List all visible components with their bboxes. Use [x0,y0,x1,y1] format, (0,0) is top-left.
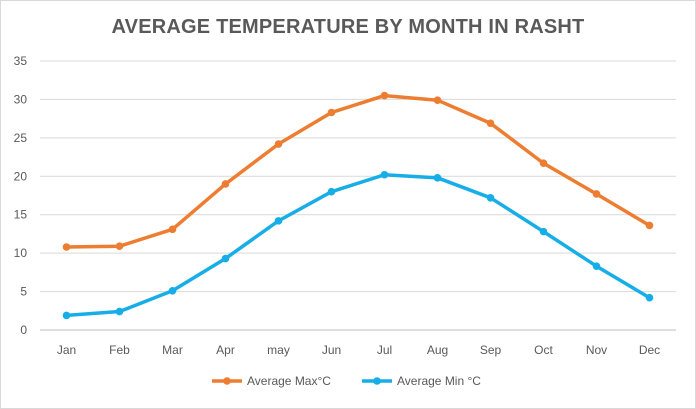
x-tick-label: Feb [109,343,130,357]
data-point [62,311,71,320]
series-line [64,172,652,318]
x-axis-ticks: Jan Feb Mar Apr may Jun Jul Aug Sep Oct Nov Dec [57,343,660,357]
series-lines [62,91,654,320]
data-point [327,108,336,117]
legend-marker [373,377,381,385]
data-point [115,307,124,316]
data-point [62,243,71,251]
x-tick-label: Dec [639,343,660,357]
x-tick-label: Oct [534,343,553,357]
series-line [64,93,652,249]
data-point [592,190,601,198]
data-point [539,227,548,236]
data-point [115,242,124,251]
y-tick-label: 5 [20,285,27,299]
data-point [168,225,177,234]
x-tick-label: Sep [480,343,502,357]
data-point [486,194,495,202]
x-tick-label: Nov [586,343,607,357]
data-point [433,174,442,182]
chart-title: AVERAGE TEMPERATURE BY MONTH IN RASHT [111,16,585,38]
data-point [380,170,389,179]
legend-label: Average Max°C [247,374,331,388]
data-point [592,262,601,271]
data-point [645,293,654,302]
x-tick-label: Jul [377,343,392,357]
data-point [327,187,336,196]
y-axis-ticks: 0 5 10 15 20 25 30 35 [14,54,28,337]
legend-marker [223,377,231,385]
x-tick-label: Mar [162,343,183,357]
data-point [645,221,654,230]
y-tick-label: 15 [14,208,28,222]
y-tick-label: 35 [14,54,28,68]
data-point [221,254,230,263]
y-tick-label: 20 [14,169,28,183]
y-tick-label: 25 [14,131,28,145]
gridlines [40,60,676,331]
x-tick-label: Apr [216,343,235,357]
x-tick-label: Jan [57,343,76,357]
x-tick-label: may [267,343,290,357]
data-point [433,96,442,104]
data-point [168,287,177,295]
y-tick-label: 30 [14,92,28,106]
legend-label: Average Min °C [397,374,481,388]
legend: Average Max°C Average Min °C [212,374,481,388]
data-point [486,119,495,128]
x-tick-label: Jun [322,343,341,357]
data-point [274,140,283,148]
data-point [539,159,548,168]
y-tick-label: 0 [20,323,27,337]
y-tick-label: 10 [14,246,28,260]
data-point [380,91,389,100]
x-tick-label: Aug [427,343,448,357]
data-point [274,217,283,225]
data-point [221,180,230,188]
